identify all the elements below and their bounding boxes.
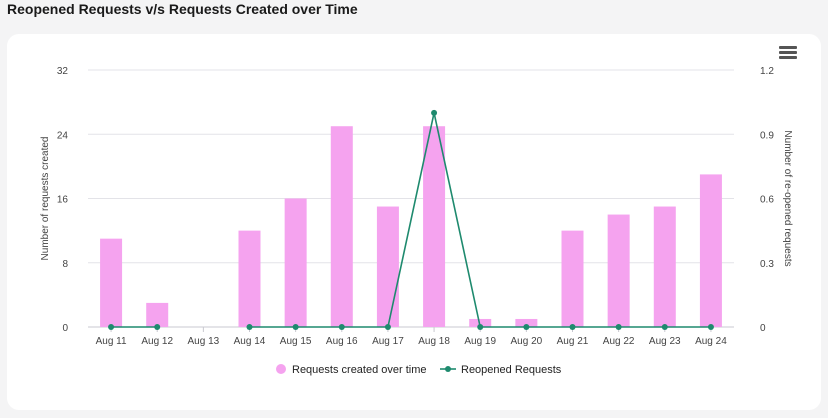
y-right-tick-label: 0 <box>760 323 766 334</box>
legend-swatch-line-dot[interactable] <box>445 366 451 372</box>
y-right-axis-title: Number of re-opened requests <box>782 130 793 266</box>
x-tick-label: Aug 15 <box>280 336 312 347</box>
y-right-tick-label: 0.9 <box>760 130 774 141</box>
reopened-point[interactable] <box>523 324 530 330</box>
x-tick-label: Aug 21 <box>557 336 589 347</box>
reopened-point[interactable] <box>569 324 576 330</box>
bar[interactable] <box>561 230 584 327</box>
bar[interactable] <box>653 206 676 327</box>
x-tick-label: Aug 24 <box>695 336 727 347</box>
legend-label-bars: Requests created over time <box>292 364 427 376</box>
x-tick-label: Aug 22 <box>603 336 635 347</box>
page-title: Reopened Requests v/s Requests Created o… <box>7 1 358 17</box>
reopened-point[interactable] <box>661 324 668 330</box>
y-left-tick-label: 0 <box>62 323 68 334</box>
x-tick-label: Aug 20 <box>511 336 543 347</box>
reopened-point[interactable] <box>108 324 115 330</box>
reopened-point[interactable] <box>384 324 391 330</box>
y-right-tick-label: 1.2 <box>760 66 774 77</box>
reopened-point[interactable] <box>615 324 622 330</box>
bar[interactable] <box>423 126 446 327</box>
x-tick-label: Aug 11 <box>96 336 127 347</box>
reopened-point[interactable] <box>292 324 299 330</box>
x-tick-label: Aug 18 <box>418 336 450 347</box>
reopened-point[interactable] <box>246 324 253 330</box>
bar[interactable] <box>238 230 261 327</box>
y-left-tick-label: 16 <box>57 195 69 206</box>
x-tick-label: Aug 23 <box>649 336 681 347</box>
y-left-axis-title: Number of requests created <box>40 137 51 261</box>
reopened-line <box>249 112 711 328</box>
x-tick-label: Aug 13 <box>188 336 220 347</box>
legend-swatch-bars[interactable] <box>276 364 286 374</box>
reopened-point[interactable] <box>338 324 345 330</box>
legend-label-line: Reopened Requests <box>461 364 562 376</box>
reopened-point[interactable] <box>477 324 484 330</box>
bar[interactable] <box>515 318 538 327</box>
bar[interactable] <box>607 214 630 327</box>
hamburger-menu-icon[interactable] <box>779 46 797 62</box>
y-left-tick-label: 32 <box>57 66 69 77</box>
bar[interactable] <box>376 206 399 327</box>
bar[interactable] <box>699 174 722 327</box>
reopened-point[interactable] <box>707 324 714 330</box>
y-right-tick-label: 0.3 <box>760 259 774 270</box>
x-tick-label: Aug 19 <box>464 336 496 347</box>
reopened-point[interactable] <box>154 324 161 330</box>
y-left-tick-label: 24 <box>57 130 69 141</box>
bar[interactable] <box>330 126 353 327</box>
bar[interactable] <box>146 302 169 327</box>
x-tick-label: Aug 12 <box>141 336 173 347</box>
reopened-point[interactable] <box>431 109 438 116</box>
x-tick-label: Aug 16 <box>326 336 358 347</box>
bar[interactable] <box>284 198 307 328</box>
x-tick-label: Aug 17 <box>372 336 404 347</box>
chart-card <box>7 34 821 410</box>
bar[interactable] <box>100 238 123 327</box>
y-right-tick-label: 0.6 <box>760 195 774 206</box>
x-tick-label: Aug 14 <box>234 336 266 347</box>
y-left-tick-label: 8 <box>62 259 68 270</box>
bar[interactable] <box>469 318 492 327</box>
